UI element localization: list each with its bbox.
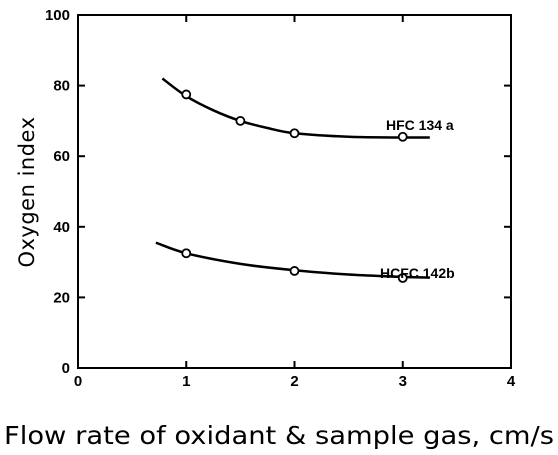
y-tick-label: 20 <box>53 289 70 306</box>
data-point <box>181 89 192 100</box>
y-axis-label: Oxygen index <box>15 116 39 267</box>
data-point <box>289 128 300 139</box>
data-point <box>397 131 408 142</box>
series-points <box>181 89 408 283</box>
series-label-hfc134a: HFC 134 a <box>386 117 454 133</box>
x-tick-label: 1 <box>182 373 190 390</box>
data-point <box>289 266 300 276</box>
plot-frame <box>77 14 512 369</box>
x-tick-label: 3 <box>399 373 407 390</box>
data-point <box>235 116 246 126</box>
data-point <box>181 248 192 259</box>
x-axis-label: Flow rate of oxidant & sample gas, cm/s <box>4 421 554 450</box>
x-tick-label: 4 <box>507 373 516 390</box>
y-tick-label: 100 <box>45 7 70 24</box>
y-tick-label: 60 <box>53 148 70 165</box>
y-tick-label: 0 <box>62 360 70 377</box>
x-tick-label: 0 <box>74 373 82 390</box>
y-tick-label: 80 <box>53 78 70 95</box>
x-tick-label: 2 <box>290 373 298 390</box>
series-label-hcfc142b: HCFC 142b <box>380 265 455 281</box>
y-tick-label: 40 <box>53 219 70 236</box>
data-point <box>397 273 408 283</box>
series-line-0 <box>161 77 430 139</box>
series-curves <box>155 77 430 279</box>
